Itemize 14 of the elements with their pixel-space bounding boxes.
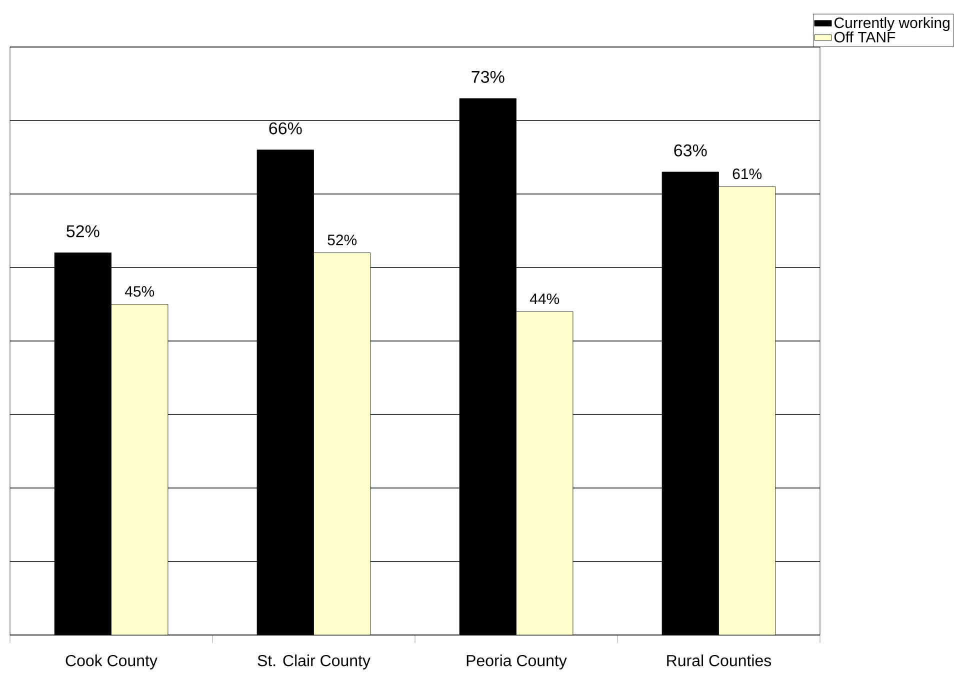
legend-label: Currently working [834, 17, 950, 32]
data-label: 61% [732, 168, 762, 180]
data-label: 73% [472, 70, 504, 83]
data-label: 45% [124, 286, 154, 297]
x-tick-label: Peoria County [466, 654, 567, 670]
x-tick-label: Cook County [66, 654, 158, 670]
data-label: 63% [674, 144, 707, 156]
legend-label: Off TANF [834, 31, 896, 42]
x-tick-label: Rural Counties [667, 654, 772, 666]
x-tick-label: St. Clair County [258, 654, 370, 670]
data-label: 44% [530, 294, 560, 304]
data-label: 52% [328, 234, 357, 246]
data-label: 66% [269, 122, 302, 134]
data-label: 52% [66, 225, 100, 238]
